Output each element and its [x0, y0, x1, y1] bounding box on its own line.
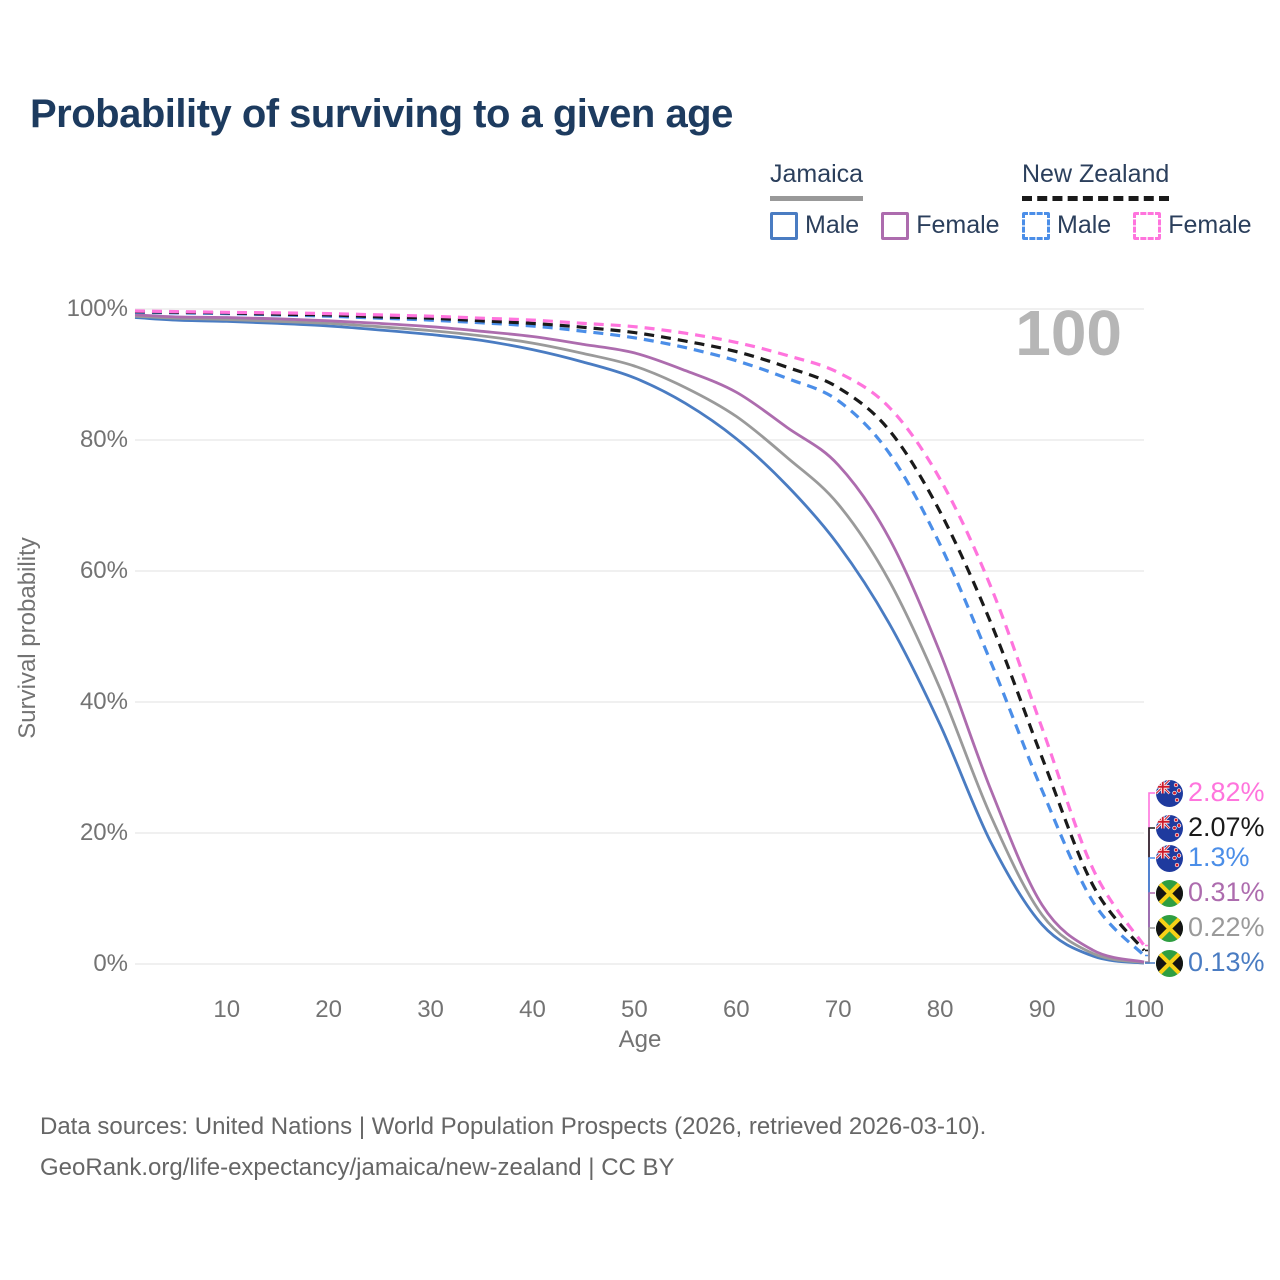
jamaica-male-swatch-icon — [770, 211, 798, 240]
end-label-connector — [1145, 792, 1155, 947]
end-label-connector — [1145, 857, 1155, 957]
footer-sources-line: Data sources: United Nations | World Pop… — [40, 1113, 987, 1140]
x-tick-label: 30 — [417, 996, 444, 1023]
x-tick-label: 20 — [315, 996, 342, 1023]
y-tick-label: 0% — [93, 950, 128, 977]
x-tick-label: 100 — [1123, 996, 1165, 1023]
series-end-value: 0.22% — [1188, 912, 1265, 942]
x-tick-label: 10 — [213, 996, 241, 1023]
new-zealand-flag-icon — [1156, 814, 1183, 847]
page-title: Probability of surviving to a given age — [30, 92, 733, 136]
footer-attribution: Data sources: United Nations | World Pop… — [40, 1106, 986, 1188]
x-tick-label: 50 — [621, 996, 648, 1023]
x-axis-title: Age — [618, 1026, 662, 1053]
series-end-value: 0.31% — [1188, 877, 1265, 907]
series-end-value: 2.07% — [1188, 812, 1265, 842]
series-curve-new-zealand-male[interactable] — [134, 310, 1146, 957]
legend-header-new-zealand: New Zealand — [1022, 160, 1170, 201]
x-tick-label: 60 — [722, 996, 750, 1023]
series-end-value: 0.13% — [1188, 947, 1265, 977]
x-tick-label: 70 — [824, 996, 852, 1023]
legend-group-new-zealand: New Zealand Male Female — [1022, 160, 1274, 240]
new-zealand-male-swatch-icon — [1022, 211, 1050, 240]
series-curve-jamaica-male[interactable] — [134, 316, 1145, 965]
new-zealand-flag-icon — [1156, 779, 1183, 812]
jamaica-flag-icon — [1156, 949, 1183, 982]
y-tick-label: 100% — [66, 295, 128, 322]
series-end-value: 1.3% — [1188, 842, 1250, 872]
footer-url-line: GeoRank.org/life-expectancy/jamaica/new-… — [40, 1154, 675, 1181]
x-tick-label: 80 — [926, 996, 954, 1023]
legend-header-jamaica: Jamaica — [770, 160, 864, 201]
x-tick-label: 40 — [519, 996, 546, 1023]
series-curve-new-zealand-female[interactable] — [134, 309, 1146, 947]
jamaica-flag-icon — [1156, 914, 1183, 947]
y-tick-label: 80% — [79, 426, 128, 453]
legend-item-new-zealand-male[interactable]: Male — [1022, 211, 1111, 240]
new-zealand-female-swatch-icon — [1133, 211, 1162, 240]
series-end-value: 2.82% — [1188, 777, 1265, 807]
legend-item-label: Male — [805, 211, 860, 239]
y-tick-label: 40% — [79, 688, 128, 715]
series-curve-jamaica-female[interactable] — [134, 313, 1145, 964]
legend-item-jamaica-female[interactable]: Female — [881, 211, 1000, 240]
y-axis-title: Survival probability — [14, 537, 41, 739]
legend-group-jamaica: Jamaica Male Female — [770, 160, 1022, 240]
jamaica-flag-icon — [1156, 879, 1183, 912]
jamaica-female-swatch-icon — [881, 211, 910, 240]
x-tick-label: 90 — [1028, 996, 1056, 1023]
legend-item-jamaica-male[interactable]: Male — [770, 211, 859, 240]
y-tick-label: 20% — [79, 819, 128, 846]
legend-item-label: Female — [1168, 211, 1252, 239]
series-curve-new-zealand-both-sexes[interactable] — [134, 310, 1146, 952]
legend-item-new-zealand-female[interactable]: Female — [1133, 211, 1252, 240]
legend-item-label: Male — [1057, 211, 1112, 239]
new-zealand-flag-icon — [1156, 844, 1183, 877]
end-label-connector — [1145, 827, 1155, 952]
legend-item-label: Female — [916, 211, 1000, 239]
y-tick-label: 60% — [79, 557, 128, 584]
series-curve-jamaica-both-sexes[interactable] — [134, 314, 1145, 964]
